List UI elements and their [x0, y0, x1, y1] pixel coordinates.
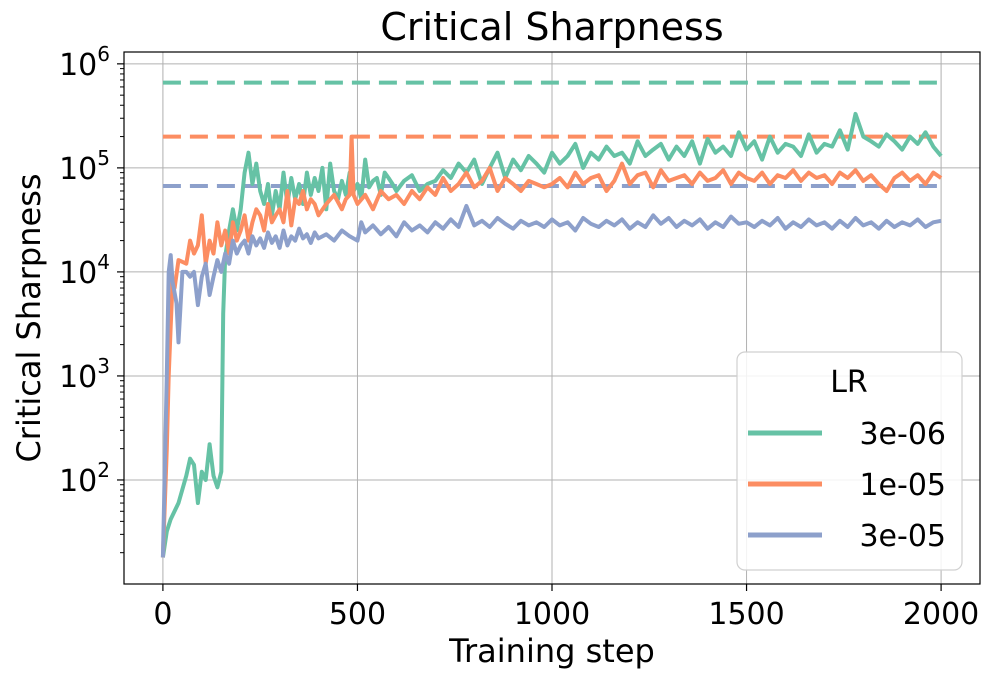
x-tick-label: 0 — [153, 597, 172, 632]
x-tick-label: 1000 — [514, 597, 590, 632]
y-tick-label: 104 — [59, 250, 110, 291]
x-tick-label: 1500 — [708, 597, 784, 632]
legend-label: 3e-06 — [859, 417, 946, 452]
y-axis-label: Critical Sharpness — [10, 173, 48, 462]
y-tick-base: 10 — [59, 48, 97, 83]
y-tick-label: 102 — [59, 458, 110, 499]
y-tick-label: 105 — [59, 146, 110, 187]
y-tick-base: 10 — [59, 360, 97, 395]
legend: LR 3e-06 1e-05 3e-05 — [736, 351, 963, 571]
grid — [124, 52, 980, 584]
legend-box — [736, 351, 963, 571]
x-axis-label: Training step — [448, 632, 655, 670]
y-tick-exponent: 2 — [97, 458, 110, 482]
y-tick-label: 103 — [59, 354, 110, 395]
legend-label: 1e-05 — [859, 468, 946, 503]
x-axis-ticks: 0 500 1000 1500 2000 — [153, 584, 979, 632]
chart-title: Critical Sharpness — [380, 5, 723, 49]
y-tick-exponent: 3 — [97, 354, 110, 378]
y-tick-base: 10 — [59, 256, 97, 291]
x-tick-label: 2000 — [903, 597, 979, 632]
legend-label: 3e-05 — [859, 519, 946, 554]
y-tick-label: 106 — [59, 42, 110, 83]
legend-title: LR — [830, 365, 868, 400]
y-tick-base: 10 — [59, 464, 97, 499]
y-tick-exponent: 5 — [97, 146, 110, 170]
series-line-1e-05 — [160, 134, 943, 558]
series-line-3e-05 — [160, 204, 942, 558]
series-lines — [160, 111, 943, 558]
series-line-3e-06 — [160, 111, 943, 558]
y-tick-exponent: 6 — [97, 42, 110, 66]
y-tick-base: 10 — [59, 152, 97, 187]
x-tick-label: 500 — [329, 597, 386, 632]
y-tick-exponent: 4 — [97, 250, 110, 274]
